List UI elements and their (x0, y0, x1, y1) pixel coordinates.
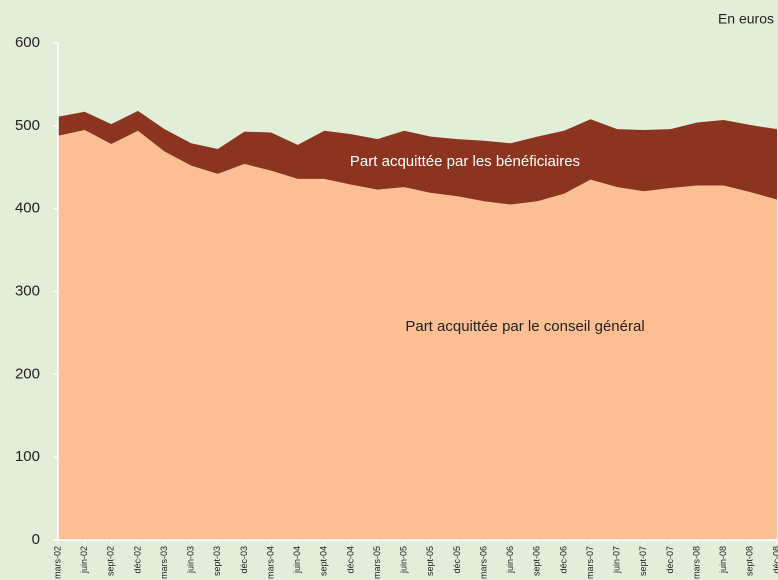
x-tick-label: déc-05 (452, 546, 462, 574)
x-tick-label: déc-03 (239, 546, 249, 574)
x-tick-label: déc-04 (345, 546, 355, 574)
y-tick-label: 400 (15, 200, 40, 217)
x-tick-label: sept-04 (319, 546, 329, 576)
y-tick-label: 500 (15, 117, 40, 134)
x-tick-label: déc-07 (665, 546, 675, 574)
x-tick-label: déc-06 (558, 546, 568, 574)
x-tick-label: sept-07 (638, 546, 648, 576)
unit-note: En euros (718, 11, 774, 27)
y-tick-label: 100 (15, 448, 40, 465)
x-tick-label: mars-03 (159, 546, 169, 579)
series-label: Part acquittée par le conseil général (405, 318, 644, 335)
y-tick-label: 300 (15, 282, 40, 299)
x-tick-label: mars-05 (372, 546, 382, 579)
y-tick-label: 600 (15, 34, 40, 51)
series-label: Part acquittée par les bénéficiaires (350, 153, 580, 170)
x-tick-label: sept-08 (745, 546, 755, 576)
x-tick-label: juin-04 (292, 546, 302, 574)
x-tick-label: juin-02 (79, 546, 89, 574)
x-tick-label: déc-02 (132, 546, 142, 574)
x-tick-label: sept-06 (532, 546, 542, 576)
x-tick-label: sept-02 (106, 546, 116, 576)
x-tick-label: sept-05 (425, 546, 435, 576)
x-tick-label: juin-06 (505, 546, 515, 574)
x-tick-label: juin-03 (186, 546, 196, 574)
x-tick-label: sept-03 (212, 546, 222, 576)
x-tick-label: juin-05 (399, 546, 409, 574)
x-tick-label: déc-08 (771, 546, 778, 574)
x-tick-label: juin-07 (612, 546, 622, 574)
x-tick-label: mars-07 (585, 546, 595, 579)
x-tick-label: mars-08 (691, 546, 701, 579)
y-tick-label: 0 (32, 531, 40, 548)
x-tick-label: mars-02 (52, 546, 62, 579)
area (58, 129, 777, 540)
x-tick-label: mars-06 (478, 546, 488, 579)
y-tick-label: 200 (15, 365, 40, 382)
area (58, 110, 777, 205)
x-tick-label: mars-04 (265, 546, 275, 579)
x-tick-label: juin-08 (718, 546, 728, 574)
